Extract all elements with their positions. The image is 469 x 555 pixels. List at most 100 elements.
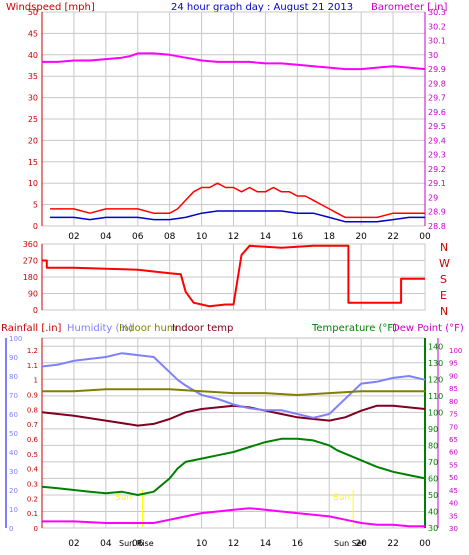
barometer-axis-label: Barometer [.in] <box>371 2 447 13</box>
direction-tick-label: 180 <box>23 273 38 282</box>
dewpoint-tick-label: 45 <box>449 487 458 495</box>
dewpoint-tick-label: 75 <box>449 411 458 419</box>
humidity-tick-label: 10 <box>9 506 18 514</box>
rainfall-tick-label: 0.5 <box>27 451 38 459</box>
dewpoint-tick-label: 60 <box>449 449 458 457</box>
compass-s: S <box>440 273 447 286</box>
hour-tick-label: 06 <box>132 539 144 549</box>
dewpoint-tick-label: 100 <box>449 347 462 355</box>
hour-tick-label: 10 <box>196 539 208 549</box>
dewpoint-tick-label: 80 <box>449 398 458 406</box>
humidity-tick-label: 70 <box>9 392 18 400</box>
hour-tick-label: 14 <box>260 232 272 242</box>
indoor-hum-series-line <box>42 388 425 396</box>
temperature-tick-label: 120 <box>428 375 443 384</box>
humidity-tick-label: 90 <box>9 354 18 362</box>
dewpoint-tick-label: 55 <box>449 461 458 469</box>
windspeed-tick-label: 5 <box>33 201 38 210</box>
hour-tick-label: 20 <box>355 232 367 242</box>
temperature-tick-label: 30 <box>428 524 438 533</box>
tick-labels: 0510152025303540455028.828.92929.129.229… <box>9 8 462 549</box>
humidity-tick-label: 100 <box>9 335 22 343</box>
hour-tick-label: 12 <box>228 232 239 242</box>
dewpoint-tick-label: 95 <box>449 360 458 368</box>
hour-tick-label: 02 <box>68 232 79 242</box>
windspeed-tick-label: 0 <box>33 222 38 231</box>
temperature-tick-label: 60 <box>428 474 438 483</box>
hour-tick-label: 22 <box>387 539 398 549</box>
windspeed-tick-label: 15 <box>28 158 38 167</box>
sun-annotation-evening: Sun <box>333 493 350 503</box>
windspeed-tick-label: 40 <box>28 51 38 60</box>
windspeed-tick-label: 10 <box>28 179 38 188</box>
humidity-tick-label: 60 <box>9 411 18 419</box>
rainfall-tick-label: 0.8 <box>27 406 38 414</box>
barometer-tick-label: 29.5 <box>428 122 446 131</box>
windspeed-tick-label: 20 <box>28 136 38 145</box>
hour-tick-label: 00 <box>419 539 431 549</box>
temperature-tick-label: 130 <box>428 359 443 368</box>
windspeed-tick-label: 45 <box>28 29 38 38</box>
humidity-series-line <box>41 352 426 419</box>
dewpoint-tick-label: 85 <box>449 385 458 393</box>
barometer-tick-label: 29.3 <box>428 151 446 160</box>
dewpoint-tick-label: 30 <box>449 525 458 533</box>
direction-panel-grid <box>42 243 426 311</box>
series-lines <box>41 52 426 528</box>
rainfall-tick-label: 1.1 <box>27 362 38 370</box>
temperature-tick-label: 90 <box>428 425 438 434</box>
hour-tick-label: 08 <box>164 232 176 242</box>
rainfall-tick-label: 0.9 <box>27 392 38 400</box>
windspeed-series-line <box>50 182 425 219</box>
hour-tick-label: 22 <box>387 232 398 242</box>
rainfall-tick-label: 0.1 <box>27 510 38 518</box>
wind-direction-series-line <box>42 244 425 308</box>
barometer-tick-label: 29.9 <box>428 65 446 74</box>
windspeed-tick-label: 25 <box>28 115 38 124</box>
humidity-tick-label: 20 <box>9 487 18 495</box>
barometer-tick-label: 30 <box>428 51 438 60</box>
barometer-tick-label: 29.2 <box>428 165 446 174</box>
compass-w: W <box>439 257 450 270</box>
hour-tick-label: 06 <box>132 232 144 242</box>
rainfall-tick-label: 0.4 <box>27 466 39 474</box>
sunrise-label: Sun Rise <box>119 539 154 548</box>
hour-tick-label: 12 <box>228 539 239 549</box>
rainfall-tick-label: 0 <box>34 525 38 533</box>
temperature-tick-label: 50 <box>428 491 438 500</box>
hour-tick-label: 20 <box>355 539 367 549</box>
hour-tick-label: 16 <box>292 539 304 549</box>
humidity-tick-label: 0 <box>9 525 13 533</box>
dewpoint-tick-label: 40 <box>449 500 458 508</box>
barometer-tick-label: 29 <box>428 193 438 202</box>
hour-tick-label: 10 <box>196 232 208 242</box>
compass-e: E <box>440 289 447 302</box>
sun-annotation: Sun <box>115 493 132 503</box>
hour-tick-label: 02 <box>68 539 79 549</box>
dewpoint-tick-label: 35 <box>449 512 458 520</box>
hour-tick-label: 16 <box>292 232 304 242</box>
humidity-tick-label: 40 <box>9 449 18 457</box>
windspeed-tick-label: 35 <box>28 72 38 81</box>
barometer-tick-label: 28.9 <box>428 208 446 217</box>
dewpoint-label: Dew Point (°F) <box>392 323 464 334</box>
rainfall-tick-label: 0.7 <box>27 421 38 429</box>
chart-title: 24 hour graph day : August 21 2013 <box>171 2 353 13</box>
temp-panel-grid <box>42 338 426 529</box>
barometer-tick-label: 30.1 <box>428 37 446 46</box>
temperature-tick-label: 70 <box>428 458 438 467</box>
hour-tick-label: 00 <box>419 232 431 242</box>
direction-tick-label: 270 <box>23 257 38 266</box>
dewpoint-tick-label: 65 <box>449 436 458 444</box>
temperature-tick-label: 110 <box>428 392 443 401</box>
compass-n-top: N <box>440 241 448 254</box>
temperature-tick-label: 100 <box>428 408 443 417</box>
indoor-hum-label: Indoor hum <box>119 323 177 334</box>
barometer-tick-label: 29.1 <box>428 179 446 188</box>
barometer-tick-label: 29.8 <box>428 79 446 88</box>
rainfall-tick-label: 0.6 <box>27 436 39 444</box>
temperature-series-line <box>41 437 426 496</box>
compass-n-bottom: N <box>440 305 448 318</box>
direction-tick-label: 360 <box>23 240 38 249</box>
